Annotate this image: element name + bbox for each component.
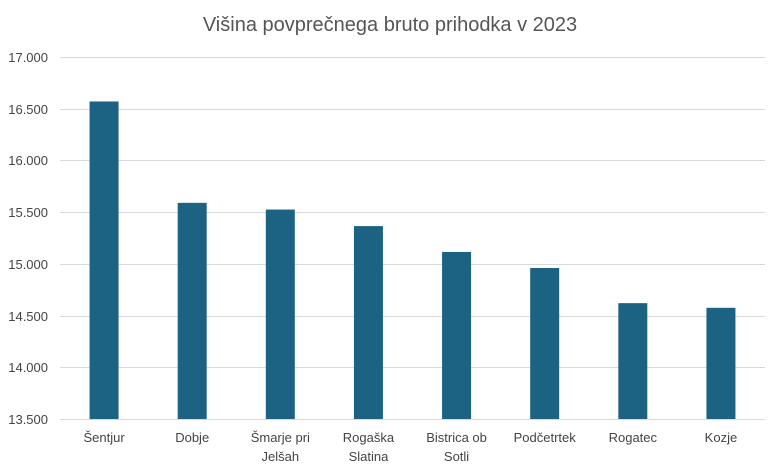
chart-title: Višina povprečnega bruto prihodka v 2023 bbox=[203, 14, 577, 36]
y-tick-label: 16.500 bbox=[8, 102, 48, 117]
bar bbox=[442, 251, 472, 419]
x-category-label: Rogaška Slatina bbox=[343, 430, 395, 464]
bar bbox=[89, 101, 119, 419]
x-axis-category-labels: Šentjur Dobje Šmarje pri Jelšah Rogaška Slati… bbox=[83, 430, 737, 464]
y-tick-label: 14.000 bbox=[8, 360, 48, 375]
x-category-label: Rogatec bbox=[609, 430, 658, 445]
y-tick-label: 15.000 bbox=[8, 257, 48, 272]
x-category-label: Šentjur bbox=[83, 430, 125, 445]
y-tick-label: 17.000 bbox=[8, 50, 48, 65]
y-tick-label: 14.500 bbox=[8, 309, 48, 324]
bar bbox=[177, 202, 207, 419]
bars bbox=[89, 101, 736, 419]
x-category-label: Šmarje pri Jelšah bbox=[251, 430, 310, 464]
x-category-label: Podčetrtek bbox=[514, 430, 577, 445]
bar bbox=[530, 267, 560, 419]
bar bbox=[265, 209, 295, 419]
gridlines bbox=[60, 57, 765, 420]
y-tick-label: 15.500 bbox=[8, 205, 48, 220]
y-axis-tick-labels: 13.500 14.000 14.500 15.000 15.500 16.000 16.5… bbox=[8, 50, 48, 427]
bar bbox=[706, 307, 736, 419]
bar bbox=[353, 226, 383, 419]
y-tick-label: 13.500 bbox=[8, 412, 48, 427]
x-category-label: Dobje bbox=[175, 430, 209, 445]
x-category-label: Kozje bbox=[705, 430, 738, 445]
bar bbox=[618, 303, 648, 419]
y-tick-label: 16.000 bbox=[8, 153, 48, 168]
x-category-label: Bistrica ob Sotli bbox=[426, 430, 487, 464]
